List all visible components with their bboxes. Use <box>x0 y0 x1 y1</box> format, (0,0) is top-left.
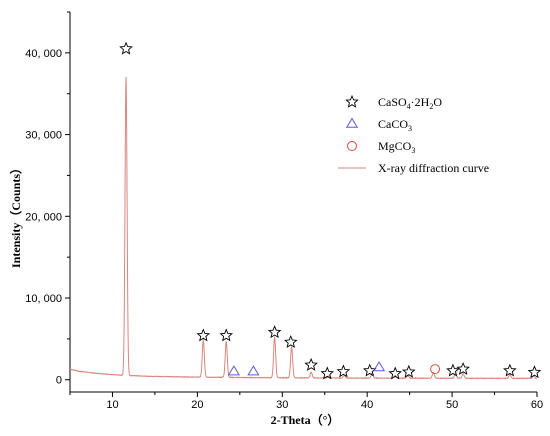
x-tick-label: 50 <box>446 399 458 411</box>
y-tick-label: 30, 000 <box>25 130 62 142</box>
x-tick-label: 60 <box>531 399 543 411</box>
star-marker <box>320 366 335 380</box>
legend-star-icon <box>345 94 359 108</box>
y-tick-label: 20, 000 <box>25 211 62 223</box>
axes <box>69 12 537 393</box>
star-marker <box>446 363 460 377</box>
triangle-marker <box>372 361 386 372</box>
x-tick-label: 10 <box>106 399 118 411</box>
star-marker <box>119 41 133 55</box>
circle-marker <box>430 364 441 375</box>
star-marker <box>527 365 542 379</box>
legend: CaSO4·2H2O CaCO3 MgCO3 X-ray diffraction cu… <box>338 94 489 175</box>
star-marker <box>388 366 403 380</box>
legend-circle-icon <box>347 141 357 151</box>
ticks: 10 20 30 40 50 60 0 10, 000 20, 000 30, 000 40, 00… <box>25 11 543 411</box>
x-tick-label: 40 <box>361 399 373 411</box>
star-marker <box>267 325 282 339</box>
star-marker <box>283 334 298 348</box>
y-tick-label: 10, 000 <box>25 293 62 305</box>
legend-triangle-icon <box>345 117 359 128</box>
diffraction-curve-layer <box>69 76 538 380</box>
legend-label: CaCO3 <box>378 117 412 133</box>
star-marker <box>304 357 318 371</box>
legend-label: X-ray diffraction curve <box>378 161 489 175</box>
star-marker <box>401 364 416 378</box>
star-marker <box>503 363 517 377</box>
star-marker <box>362 363 377 377</box>
star-marker <box>456 361 470 375</box>
triangle-marker <box>227 365 240 376</box>
legend-label: CaSO4·2H2O <box>378 95 442 111</box>
x-tick-label: 20 <box>191 399 203 411</box>
y-axis-label: Intensity（Counts） <box>8 162 23 268</box>
star-marker <box>196 328 211 342</box>
legend-label: MgCO3 <box>378 139 415 155</box>
star-marker <box>336 364 351 378</box>
x-axis-label: 2-Theta（°） <box>271 412 340 427</box>
x-tick-label: 30 <box>276 399 288 411</box>
star-marker <box>219 328 234 342</box>
y-tick-label: 0 <box>56 375 62 387</box>
triangle-marker <box>247 365 260 376</box>
y-tick-label: 40, 000 <box>25 48 62 60</box>
peak-marker-layer <box>119 41 542 380</box>
diffraction-curve <box>69 76 538 380</box>
